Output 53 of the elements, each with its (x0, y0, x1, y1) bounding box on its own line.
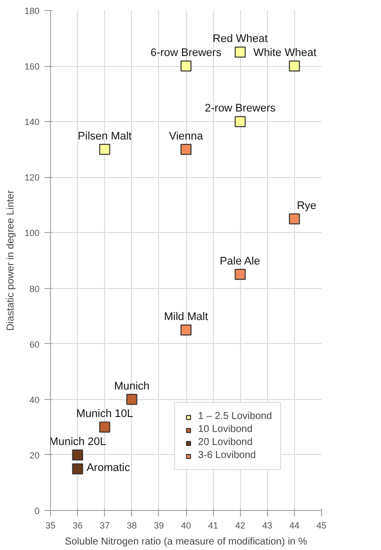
y-tick-label: 180 (24, 6, 40, 16)
x-tick-label: 38 (126, 520, 137, 530)
point (99, 422, 110, 433)
legend-label: 20 Lovibond (198, 437, 253, 448)
y-tick-label: 120 (24, 172, 40, 183)
point (72, 449, 84, 460)
annotation: Aromatic (86, 462, 130, 474)
y-tick-label: 100 (24, 228, 40, 238)
y-tick-label: 0 (34, 506, 40, 516)
y-tick-label: 80 (29, 284, 40, 294)
annotation: White Wheat (253, 47, 316, 60)
x-tick-label: 41 (208, 520, 218, 530)
annotation: Red Wheat (212, 33, 268, 46)
y-tick-label: 140 (24, 117, 40, 128)
annotation: Rye (296, 200, 316, 212)
x-tick-label: 42 (235, 520, 246, 530)
x-tick-label: 36 (72, 520, 83, 530)
annotation: Munich (114, 380, 150, 392)
annotation: Vienna (168, 130, 204, 142)
point (180, 144, 192, 155)
legend-label: 1 – 2.5 Lovibond (198, 411, 272, 422)
point (234, 46, 246, 58)
point (99, 144, 110, 155)
y-tick-label: 40 (29, 394, 40, 405)
annotation: Munich 10L (76, 408, 134, 420)
annotation: Pilsen Malt (78, 130, 132, 142)
annotation: 2-row Brewers (204, 102, 276, 115)
legend-label: 3-6 Lovibond (198, 450, 256, 461)
y-tick-label: 160 (24, 62, 40, 72)
x-tick-label: 45 (316, 520, 327, 530)
annotation: Mild Malt (164, 310, 208, 323)
point (72, 463, 84, 474)
point (234, 268, 246, 280)
x-tick-label: 37 (100, 520, 110, 530)
point (126, 394, 138, 405)
point (234, 116, 246, 128)
x-tick-label: 39 (154, 520, 164, 530)
point (180, 60, 192, 72)
legend-label: 10 Lovibond (198, 424, 253, 435)
annotation: 6-row Brewers (150, 47, 222, 60)
x-tick-label: 35 (45, 520, 56, 530)
point (288, 213, 300, 224)
x-axis-title: Soluble Nitrogen ratio (a measure of modification) in % (64, 536, 308, 548)
y-tick-label: 60 (29, 339, 40, 350)
annotation: Munich 20L (49, 436, 106, 448)
y-tick-label: 20 (29, 450, 40, 460)
annotation: Pale Ale (220, 255, 260, 268)
x-tick-label: 43 (262, 520, 272, 530)
x-tick-label: 40 (180, 520, 192, 530)
point (180, 324, 192, 336)
x-tick-label: 44 (289, 520, 300, 530)
y-axis-title: Diastatic power in degree Linter (5, 190, 16, 331)
point (288, 60, 300, 72)
